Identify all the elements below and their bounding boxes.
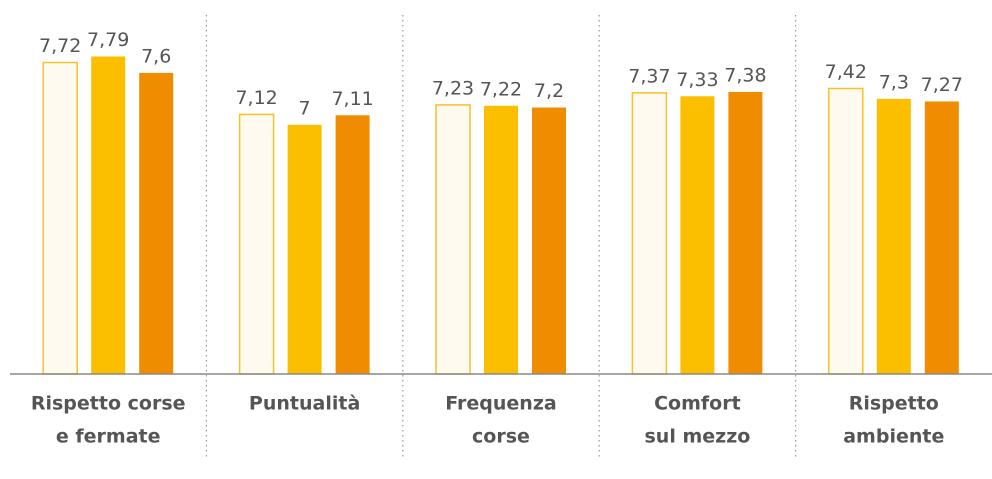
bar [728, 91, 763, 374]
bar [335, 115, 370, 375]
x-tick-label: e fermate [56, 426, 161, 448]
bar [828, 87, 864, 375]
bar [139, 72, 174, 374]
x-tick-label: ambiente [843, 426, 944, 448]
value-label: 7,11 [331, 88, 373, 110]
value-label: 7,79 [87, 29, 129, 51]
bar [680, 96, 715, 374]
x-tick-label: Comfort [654, 393, 741, 415]
bar [924, 101, 959, 375]
value-label: 7,72 [39, 35, 81, 57]
bar [435, 104, 471, 375]
bar [287, 124, 322, 374]
x-tick-label: Frequenza [445, 393, 556, 415]
bar [631, 92, 668, 375]
bar [484, 105, 518, 374]
value-label: 7,42 [825, 61, 867, 83]
bar [42, 61, 78, 375]
x-tick-label: Rispetto corse [31, 393, 186, 415]
value-label: 7,33 [676, 69, 718, 91]
value-label: 7,6 [141, 45, 171, 67]
x-tick-label: sul mezzo [644, 426, 750, 448]
value-label: 7,27 [921, 74, 963, 96]
x-tick-label: Rispetto [849, 393, 939, 415]
bar [91, 56, 126, 375]
x-tick-label: corse [472, 426, 530, 448]
value-label: 7,3 [879, 71, 909, 93]
x-tick-label: Puntualità [249, 393, 360, 415]
value-label: 7,2 [534, 80, 564, 102]
value-label: 7,12 [235, 87, 277, 109]
value-label: 7,37 [628, 65, 670, 87]
bar [532, 107, 566, 375]
value-label: 7,22 [480, 78, 522, 100]
value-label: 7,23 [432, 77, 474, 99]
bar [876, 98, 911, 374]
bar [238, 113, 275, 375]
value-label: 7,38 [724, 64, 766, 86]
value-label: 7 [299, 97, 311, 119]
